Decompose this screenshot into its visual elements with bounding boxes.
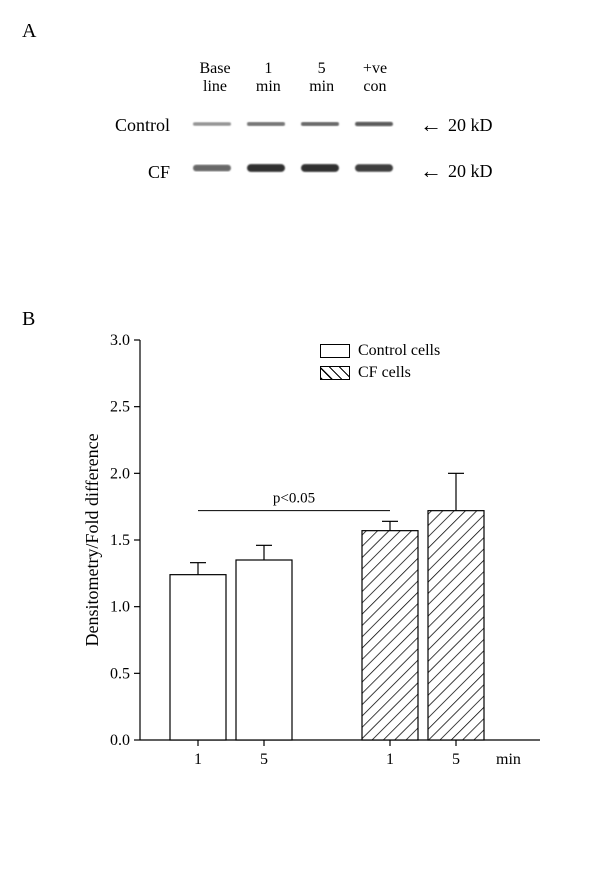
size-marker-control: ← 20 kD (420, 112, 493, 138)
blot-band (355, 164, 393, 172)
row-label-control: Control (60, 115, 170, 136)
lane-label: 5min (297, 60, 347, 95)
blot-band (301, 164, 339, 172)
size-marker-text: 20 kD (448, 115, 493, 136)
panel-b-label: B (22, 308, 35, 331)
legend-item: CF cells (320, 364, 440, 382)
legend-item: Control cells (320, 342, 440, 360)
blot-band (193, 165, 231, 172)
x-tick-label: 5 (452, 751, 460, 768)
western-blot-panel: Baseline1min5min+vecon Control ← 20 kD C… (60, 60, 500, 220)
bar-chart: 0.0 0.5 1.0 1.5 2.0 2.5 3.0 Densitometry/Fold d… (80, 330, 550, 830)
blot-band (355, 122, 393, 126)
y-tick-label: 2.5 (110, 399, 130, 416)
blot-row-control (190, 112, 396, 136)
y-tick-label: 2.0 (110, 465, 130, 482)
x-tick-label: 1 (194, 751, 202, 768)
x-axis-unit: min (496, 751, 521, 768)
blot-band (193, 122, 231, 126)
y-tick-label: 0.5 (110, 665, 130, 682)
arrow-left-icon: ← (420, 112, 442, 138)
blot-band (247, 122, 285, 126)
size-marker-text: 20 kD (448, 161, 493, 182)
panel-a-label: A (22, 20, 36, 43)
blot-row-cf (190, 156, 396, 180)
size-marker-cf: ← 20 kD (420, 158, 493, 184)
lane-label: +vecon (350, 60, 400, 95)
y-tick-label: 1.5 (110, 532, 130, 549)
row-label-cf: CF (60, 162, 170, 183)
lane-label: 1min (243, 60, 293, 95)
x-tick-label: 5 (260, 751, 268, 768)
bar (170, 575, 226, 740)
significance-label: p<0.05 (273, 491, 315, 507)
blot-band (301, 122, 339, 126)
y-tick-label: 1.0 (110, 599, 130, 616)
legend-label: Control cells (358, 342, 440, 360)
bar (362, 531, 418, 740)
chart-svg: 0.0 0.5 1.0 1.5 2.0 2.5 3.0 Densitometry/Fold d… (80, 330, 550, 790)
legend-swatch (320, 344, 350, 358)
lane-labels: Baseline1min5min+vecon (190, 60, 400, 95)
blot-band (247, 164, 285, 172)
bar (236, 560, 292, 740)
y-tick-label: 3.0 (110, 332, 130, 349)
chart-legend: Control cells CF cells (320, 342, 440, 386)
y-axis-label: Densitometry/Fold difference (82, 433, 102, 646)
arrow-left-icon: ← (420, 158, 442, 184)
legend-label: CF cells (358, 364, 411, 382)
legend-swatch (320, 366, 350, 380)
y-tick-label: 0.0 (110, 732, 130, 749)
lane-label: Baseline (190, 60, 240, 95)
bar (428, 511, 484, 740)
x-tick-label: 1 (386, 751, 394, 768)
